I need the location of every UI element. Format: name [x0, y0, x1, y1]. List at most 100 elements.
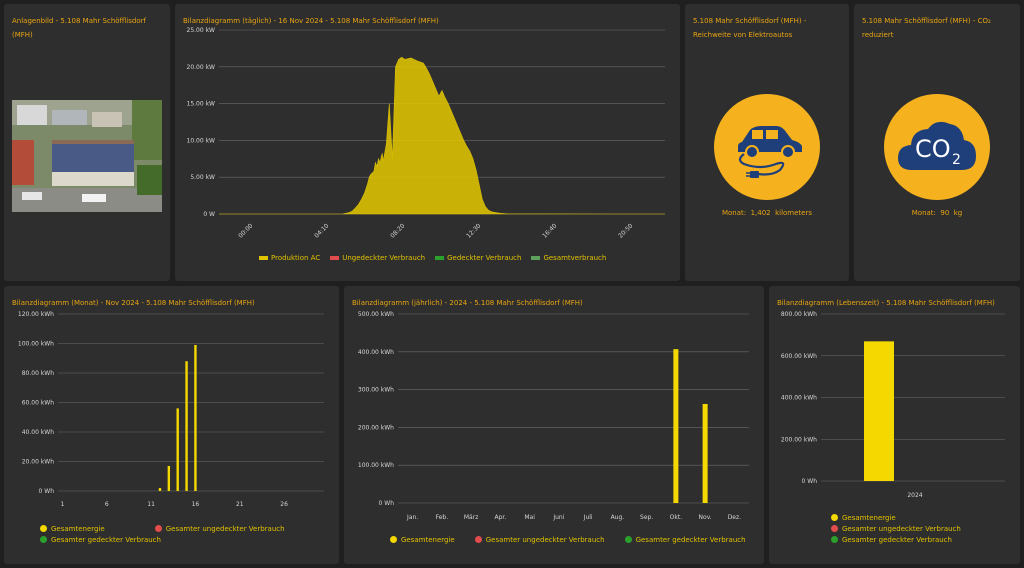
- bar: [673, 349, 679, 503]
- y-tick-label: 0 Wh: [39, 488, 55, 495]
- legend-item-covered[interactable]: Gesamter gedeckter Verbrauch: [40, 534, 285, 545]
- y-tick-label: 200.00 kWh: [781, 436, 817, 443]
- x-tick-label: 11: [147, 501, 155, 508]
- y-tick-label: 300.00 kWh: [358, 387, 394, 394]
- x-tick-label: 00:00: [237, 222, 254, 239]
- y-tick-label: 20.00 kW: [187, 64, 216, 71]
- bar: [167, 465, 171, 491]
- x-tick-label: Sep.: [640, 514, 653, 521]
- legend-item-total-energy[interactable]: Gesamtenergie: [390, 534, 455, 545]
- legend-item-covered[interactable]: Gedeckter Verbrauch: [435, 252, 521, 263]
- legend-item-uncovered[interactable]: Gesamter ungedeckter Verbrauch: [831, 523, 961, 534]
- panel-monthly-chart: Bilanzdiagramm (Monat) - Nov 2024 - 5.10…: [4, 286, 339, 564]
- y-tick-label: 100.00 kWh: [358, 462, 394, 469]
- x-tick-label: Dez.: [728, 514, 741, 521]
- bar: [158, 488, 162, 491]
- legend-item-uncovered[interactable]: Ungedeckter Verbrauch: [330, 252, 425, 263]
- y-tick-label: 800.00 kWh: [781, 311, 817, 318]
- panel-installation-image: Anlagenbild - 5.108 Mahr Schöfflisdorf (…: [4, 4, 170, 281]
- legend-item-total[interactable]: Gesamtverbrauch: [531, 252, 606, 263]
- y-tick-label: 400.00 kWh: [358, 349, 394, 356]
- y-tick-label: 0 Wh: [379, 500, 395, 507]
- x-tick-label: Aug.: [611, 514, 625, 521]
- x-tick-label: März: [464, 514, 478, 521]
- daily-chart: 0 W 5.00 kW 10.00 kW 15.00 kW 20.00 kW 25.00 …: [187, 27, 665, 240]
- installation-photo: [12, 100, 162, 212]
- y-tick-label: 500.00 kWh: [358, 311, 394, 318]
- x-tick-label: Apr.: [495, 514, 507, 521]
- bar: [176, 408, 179, 491]
- panel-title: 5.108 Mahr Schöfflisdorf (MFH) - CO₂ red…: [862, 17, 991, 39]
- panel-ev-range: 5.108 Mahr Schöfflisdorf (MFH) - Reichwe…: [685, 4, 849, 281]
- x-tick-label: 26: [280, 501, 288, 508]
- y-tick-label: 10.00 kW: [187, 137, 216, 144]
- y-tick-label: 120.00 kWh: [18, 311, 54, 318]
- svg-text:CO: CO: [915, 135, 951, 163]
- legend-item-uncovered[interactable]: Gesamter ungedeckter Verbrauch: [154, 523, 285, 534]
- y-tick-label: 25.00 kW: [187, 27, 216, 34]
- x-tick-label: 16:40: [541, 222, 558, 239]
- y-tick-label: 100.00 kWh: [18, 341, 54, 348]
- legend-item-total-energy[interactable]: Gesamtenergie: [40, 523, 105, 534]
- y-tick-label: 0 W: [203, 211, 215, 218]
- x-tick-label: 6: [105, 501, 109, 508]
- lifetime-legend: Gesamtenergie Gesamter ungedeckter Verbr…: [831, 512, 961, 545]
- panel-title: Anlagenbild - 5.108 Mahr Schöfflisdorf (…: [12, 17, 146, 39]
- y-tick-label: 200.00 kWh: [358, 424, 394, 431]
- x-tick-label: 12:30: [465, 222, 482, 239]
- y-tick-label: 600.00 kWh: [781, 353, 817, 360]
- yearly-chart: 0 Wh 100.00 kWh 200.00 kWh 300.00 kWh 400.00…: [358, 311, 749, 521]
- x-tick-label: 08:20: [389, 222, 406, 239]
- lifetime-chart: 0 Wh 200.00 kWh 400.00 kWh 600.00 kWh 800.00…: [781, 311, 1005, 499]
- y-tick-label: 400.00 kWh: [781, 395, 817, 402]
- panel-title: Bilanzdiagramm (Lebenszeit) - 5.108 Mahr…: [777, 299, 995, 307]
- x-tick-label: 20:50: [617, 222, 634, 239]
- bar: [864, 341, 894, 481]
- x-tick-label: Feb.: [436, 514, 449, 521]
- legend-item-uncovered[interactable]: Gesamter ungedeckter Verbrauch: [474, 534, 605, 545]
- monthly-legend: Gesamtenergie Gesamter ungedeckter Verbr…: [40, 523, 285, 545]
- x-tick-label: Nov.: [699, 514, 712, 521]
- svg-text:2: 2: [952, 152, 961, 168]
- panel-co2-reduced: 5.108 Mahr Schöfflisdorf (MFH) - CO₂ red…: [854, 4, 1020, 281]
- co2-stat: Monat: 90 kg: [911, 209, 963, 217]
- y-tick-label: 0 Wh: [802, 478, 818, 485]
- bar: [702, 403, 708, 503]
- x-tick-label: 21: [236, 501, 244, 508]
- panel-title: Bilanzdiagramm (jährlich) - 2024 - 5.108…: [352, 299, 583, 307]
- ev-range-stat: Monat: 1,402 kilometers: [721, 209, 813, 217]
- panel-lifetime-chart: Bilanzdiagramm (Lebenszeit) - 5.108 Mahr…: [769, 286, 1020, 564]
- yearly-legend: Gesamtenergie Gesamter ungedeckter Verbr…: [390, 534, 746, 545]
- y-tick-label: 80.00 kWh: [22, 370, 54, 377]
- x-tick-label: Okt.: [670, 514, 683, 521]
- x-tick-label: Jan.: [406, 514, 418, 521]
- panel-title: Bilanzdiagramm (täglich) - 16 Nov 2024 -…: [183, 17, 439, 25]
- panel-title: Bilanzdiagramm (Monat) - Nov 2024 - 5.10…: [12, 299, 255, 307]
- panel-yearly-chart: Bilanzdiagramm (jährlich) - 2024 - 5.108…: [344, 286, 764, 564]
- legend-item-production[interactable]: Produktion AC: [259, 252, 320, 263]
- panel-title: 5.108 Mahr Schöfflisdorf (MFH) - Reichwe…: [693, 17, 807, 39]
- legend-item-covered[interactable]: Gesamter gedeckter Verbrauch: [624, 534, 746, 545]
- co2-cloud-icon: CO 2: [884, 94, 990, 200]
- y-tick-label: 15.00 kW: [187, 101, 216, 108]
- bar: [185, 361, 188, 491]
- y-tick-label: 20.00 kWh: [22, 459, 54, 466]
- x-tick-label: Juli: [583, 514, 593, 521]
- y-tick-label: 60.00 kWh: [22, 400, 54, 407]
- production-area: [219, 56, 665, 215]
- x-tick-label: 2024: [907, 492, 922, 499]
- legend-item-covered[interactable]: Gesamter gedeckter Verbrauch: [831, 534, 961, 545]
- electric-car-icon: [714, 94, 820, 200]
- legend-item-total-energy[interactable]: Gesamtenergie: [831, 512, 961, 523]
- x-tick-label: Mai: [524, 514, 535, 521]
- daily-legend: Produktion AC Ungedeckter Verbrauch Gede…: [259, 252, 606, 263]
- panel-daily-chart: Bilanzdiagramm (täglich) - 16 Nov 2024 -…: [175, 4, 680, 281]
- x-tick-label: 04:10: [313, 222, 330, 239]
- monthly-chart: 0 Wh 20.00 kWh 40.00 kWh 60.00 kWh 80.00 kWh…: [18, 311, 324, 508]
- y-tick-label: 5.00 kW: [190, 174, 215, 181]
- bar: [194, 344, 197, 491]
- x-tick-label: 1: [61, 501, 65, 508]
- x-tick-label: 16: [192, 501, 200, 508]
- x-tick-label: Juni: [552, 514, 564, 521]
- y-tick-label: 40.00 kWh: [22, 429, 54, 436]
